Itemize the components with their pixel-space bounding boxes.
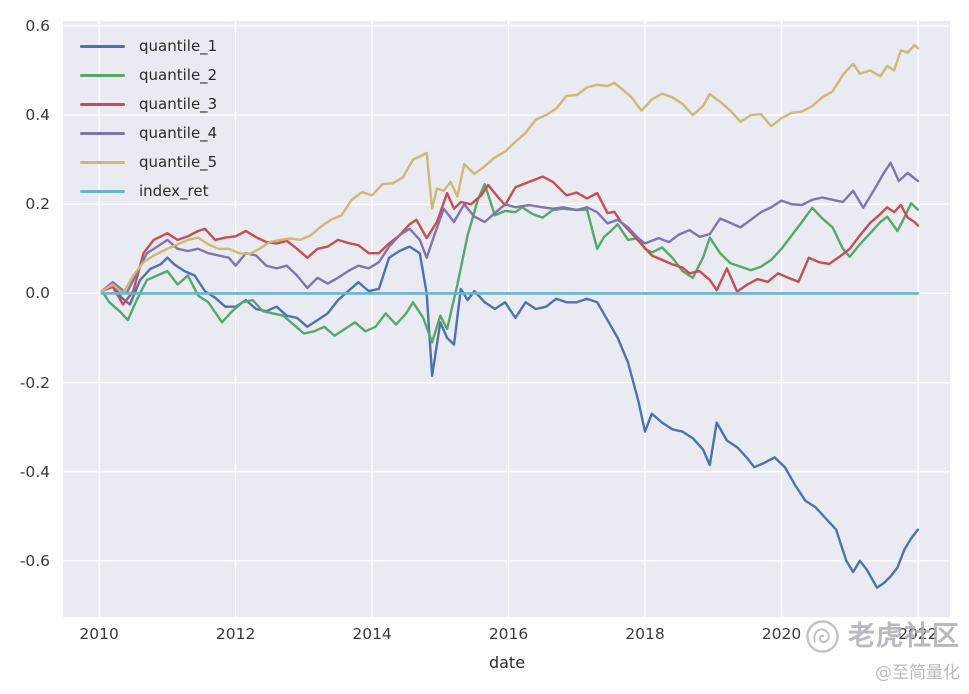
x-tick-label: 2020 xyxy=(761,625,802,643)
x-tick-label: 2016 xyxy=(488,625,529,643)
y-tick-label: -0.6 xyxy=(19,551,50,570)
legend-swatch xyxy=(80,190,125,193)
x-tick-label: 2018 xyxy=(625,625,665,643)
legend-swatch xyxy=(80,161,125,164)
x-tick-label: 2010 xyxy=(79,625,119,643)
legend-label: quantile_5 xyxy=(139,153,218,171)
legend-item-quantile_5: quantile_5 xyxy=(80,148,217,177)
x-axis-label: date xyxy=(488,653,526,672)
legend-item-quantile_1: quantile_1 xyxy=(80,32,217,61)
legend: quantile_1 quantile_2 quantile_3 quantile_4… xyxy=(80,32,217,206)
legend-label: quantile_3 xyxy=(139,95,218,113)
y-tick-label: -0.2 xyxy=(19,373,50,392)
legend-label: index_ret xyxy=(139,182,209,200)
legend-label: quantile_4 xyxy=(139,124,218,142)
x-tick-label: 2014 xyxy=(352,625,392,643)
series-line-quantile_5 xyxy=(100,43,920,295)
x-tick-label: 2012 xyxy=(215,625,256,643)
series-line-quantile_4 xyxy=(100,161,920,295)
plot-background xyxy=(63,21,950,617)
y-tick-label: 0.0 xyxy=(25,284,50,303)
legend-label: quantile_2 xyxy=(139,66,218,84)
x-tick-label: 2022 xyxy=(898,625,938,643)
legend-swatch xyxy=(80,74,125,77)
legend-swatch xyxy=(80,45,125,48)
legend-item-quantile_3: quantile_3 xyxy=(80,90,217,119)
y-tick-label: 0.2 xyxy=(25,195,50,214)
legend-swatch xyxy=(80,103,125,106)
legend-label: quantile_1 xyxy=(139,37,218,55)
legend-item-quantile_2: quantile_2 xyxy=(80,61,217,90)
legend-swatch xyxy=(80,132,125,135)
y-tick-label: -0.4 xyxy=(19,462,50,481)
y-tick-label: 0.4 xyxy=(25,106,50,125)
y-tick-label: 0.6 xyxy=(25,16,50,35)
series-line-quantile_3 xyxy=(100,175,920,306)
legend-item-quantile_4: quantile_4 xyxy=(80,119,217,148)
legend-item-index_ret: index_ret xyxy=(80,177,217,206)
series-line-quantile_2 xyxy=(100,182,920,344)
